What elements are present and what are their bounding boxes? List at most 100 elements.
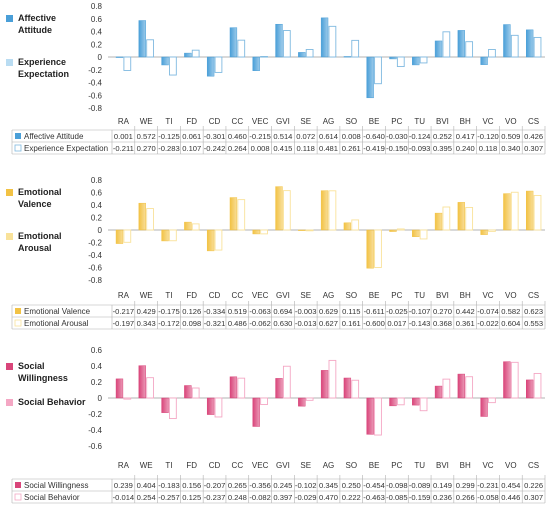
legend-item-experience-expectation: Experience Expectation [6, 56, 98, 80]
bar-experience-expectation-tu [419, 56, 428, 64]
bar-affective-attitude-vo [503, 24, 511, 58]
y-tick-label: 0 [98, 53, 103, 62]
data-label: 0.429 [137, 307, 156, 316]
bar-emotional-valence-ti [161, 229, 169, 242]
x-tick-label: CD [209, 291, 221, 300]
data-label: -0.082 [249, 493, 271, 502]
bar-emotional-valence-tu [412, 229, 420, 237]
table-swatch [14, 144, 22, 152]
x-tick-label: VC [482, 461, 493, 470]
data-label: -0.098 [386, 481, 408, 490]
data-label: 0.270 [137, 144, 156, 153]
data-label: -0.120 [477, 132, 499, 141]
bar-emotional-valence-be [366, 229, 374, 269]
bar-emotional-arousal-so [351, 219, 360, 231]
bar-experience-expectation-bvi [442, 31, 451, 58]
x-tick-label: WE [140, 117, 153, 126]
y-tick-label: -0.2 [88, 239, 102, 248]
bar-social-willingness-bh [457, 373, 465, 399]
data-label: 0.553 [524, 319, 543, 328]
table-series-name: Affective Attitude [24, 132, 84, 141]
data-label: 0.397 [273, 493, 292, 502]
bar-experience-expectation-vo [510, 34, 519, 58]
bar-experience-expectation-be [374, 56, 382, 85]
y-tick-label: 0.4 [91, 362, 103, 371]
data-label: -0.283 [158, 144, 180, 153]
x-tick-label: VEC [252, 291, 269, 300]
data-label: 0.107 [182, 144, 201, 153]
x-tick-label: AG [323, 291, 335, 300]
bar-emotional-valence-fd [184, 221, 192, 231]
data-label: -0.093 [409, 144, 431, 153]
chart-emotional: 0.8 0.6 0.4 0.2 0 -0.2 -0.4 -0.6 -0.8 RA WE TI FD CD C… [11, 176, 546, 330]
x-tick-label: BH [460, 291, 471, 300]
bar-affective-attitude-tu [412, 56, 420, 66]
bar-social-willingness-vo [503, 361, 511, 399]
bar-social-willingness-we [138, 365, 146, 399]
bar-social-willingness-fd [184, 385, 192, 399]
data-label: -0.334 [204, 307, 226, 316]
bar-emotional-valence-vec [252, 229, 260, 235]
bar-experience-expectation-vec [260, 56, 268, 58]
bar-emotional-valence-cc [229, 197, 238, 231]
data-label: 0.017 [387, 319, 406, 328]
y-tick-label: -0.4 [88, 426, 102, 435]
data-label: 0.442 [456, 307, 475, 316]
bar-emotional-arousal-tu [419, 229, 428, 240]
x-tick-label: CS [528, 291, 539, 300]
data-label: 0.604 [501, 319, 520, 328]
data-label: 0.254 [137, 493, 156, 502]
bar-experience-expectation-so [351, 39, 360, 58]
bar-social-behavior-se [305, 397, 314, 401]
bar-emotional-arousal-bh [465, 206, 474, 231]
bar-affective-attitude-cs [526, 29, 534, 58]
data-label: 0.404 [137, 481, 156, 490]
data-label: 0.008 [251, 144, 270, 153]
bar-emotional-valence-vo [503, 193, 511, 231]
data-label: -0.102 [295, 481, 317, 490]
y-tick-label: 0.2 [91, 378, 103, 387]
bar-experience-expectation-se [305, 49, 314, 58]
bar-social-willingness-cs [526, 379, 534, 399]
bar-social-willingness-ag [320, 370, 329, 399]
bar-emotional-arousal-cd [214, 229, 223, 251]
y-tick-label: 0.2 [91, 40, 103, 49]
bar-emotional-arousal-ag [328, 190, 337, 231]
data-label: 0.340 [501, 144, 520, 153]
data-label: -0.257 [158, 493, 180, 502]
data-label: 0.236 [433, 493, 452, 502]
panel-emotional: Emotional Valence Emotional Arousal 0.8 0… [0, 174, 550, 342]
bar-social-willingness-cc [229, 376, 238, 399]
bar-emotional-valence-vc [480, 229, 488, 235]
bar-social-behavior-bh [465, 376, 474, 399]
data-label: -0.611 [364, 307, 385, 316]
data-label: -0.237 [204, 493, 226, 502]
data-label: 0.582 [501, 307, 520, 316]
data-label: 0.307 [524, 144, 543, 153]
legend-label-experience-expectation: Experience Expectation [18, 57, 70, 79]
data-label: 0.454 [501, 481, 520, 490]
data-label: 0.001 [114, 132, 133, 141]
bar-emotional-valence-gvi [275, 186, 283, 231]
x-tick-label: VC [482, 117, 493, 126]
legend-item-social-willingness: Social Willingness [6, 360, 98, 384]
bar-emotional-arousal-cs [533, 194, 542, 231]
bar-emotional-valence-cs [526, 190, 534, 231]
x-tick-label: AG [323, 461, 335, 470]
bar-social-willingness-pc [389, 397, 397, 407]
data-label: 0.245 [273, 481, 292, 490]
bar-emotional-valence-se [298, 229, 306, 231]
bar-emotional-arousal-we [146, 208, 154, 231]
table-series-name: Social Behavior [24, 493, 80, 502]
y-tick-label: -0.2 [88, 66, 102, 75]
bar-social-willingness-be [366, 397, 374, 435]
data-label: 0.008 [342, 132, 361, 141]
y-tick-label: -0.4 [88, 251, 102, 260]
legend-swatch-emotional-arousal [6, 233, 13, 240]
bar-emotional-arousal-se [305, 229, 314, 232]
y-tick-label: 0.6 [91, 189, 103, 198]
bar-affective-attitude-fd [184, 52, 192, 58]
x-tick-label: CC [232, 461, 244, 470]
x-tick-label: GVI [276, 461, 290, 470]
data-label: 0.426 [524, 132, 543, 141]
